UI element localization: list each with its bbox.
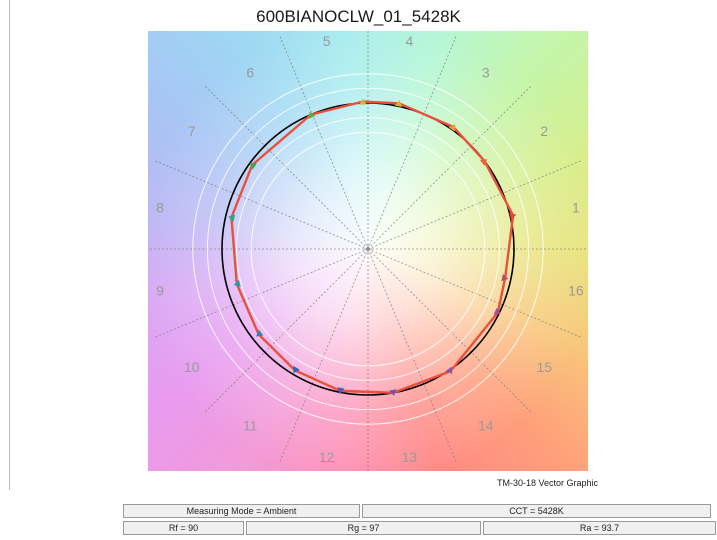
bin-arrow-1 <box>509 212 517 220</box>
bin-arrow-3 <box>448 124 456 132</box>
bin-arrow-2 <box>479 159 488 166</box>
bin-label-6: 6 <box>246 65 254 81</box>
bin-arrow-6 <box>308 111 316 119</box>
bin-label-8: 8 <box>156 200 164 216</box>
bin-divider-10 <box>155 248 369 338</box>
bin-arrow-13 <box>389 389 397 397</box>
bin-label-16: 16 <box>568 282 584 298</box>
bin-divider-6 <box>279 36 369 250</box>
bin-label-5: 5 <box>323 33 331 49</box>
grid-ring-4 <box>192 73 544 425</box>
bin-label-11: 11 <box>243 417 258 433</box>
bin-arrow-16 <box>501 273 509 282</box>
bin-divider-14 <box>367 248 457 462</box>
vector-graphic-plot: 1 2 3 4 5 6 7 8 9 10 11 12 13 14 15 16 <box>148 31 588 471</box>
bin-label-14: 14 <box>478 417 494 433</box>
grid-ring-1 <box>250 131 486 367</box>
bin-arrow-7 <box>249 162 257 170</box>
bin-label-3: 3 <box>482 65 490 81</box>
rg-status: Rg = 97 <box>246 521 481 535</box>
bin-label-15: 15 <box>536 359 552 375</box>
bin-arrow-5 <box>359 98 367 105</box>
vector-graphic-label: TM-30-18 Vector Graphic <box>496 478 598 488</box>
cct-status: CCT = 5428K <box>362 504 711 518</box>
left-border-line <box>9 0 10 490</box>
bin-divider-8 <box>155 160 369 250</box>
bin-label-7: 7 <box>188 123 196 139</box>
status-row-1: Measuring Mode = Ambient CCT = 5428K <box>123 504 711 518</box>
bin-label-12: 12 <box>319 449 335 465</box>
bin-arrow-12 <box>337 387 345 395</box>
bin-arrow-4 <box>394 100 402 108</box>
bin-arrow-10 <box>256 329 264 337</box>
bin-divider-2 <box>367 160 581 250</box>
grid-ring-2 <box>236 117 500 381</box>
bin-divider-12 <box>279 248 369 462</box>
grid-ring-3 <box>206 87 530 411</box>
bin-arrow-9 <box>233 279 241 287</box>
bin-arrow-11 <box>293 365 300 374</box>
ra-status: Ra = 93.7 <box>483 521 716 535</box>
measuring-mode-status: Measuring Mode = Ambient <box>123 504 360 518</box>
bin-arrow-15 <box>493 307 501 315</box>
bin-arrow-8 <box>228 214 236 222</box>
chart-title: 600BIANOCLW_01_5428K <box>256 7 461 26</box>
bin-label-13: 13 <box>402 449 418 465</box>
bin-divider-16 <box>367 248 581 338</box>
bin-label-1: 1 <box>572 200 580 216</box>
bin-arrow-14 <box>445 366 453 374</box>
bin-label-2: 2 <box>540 123 548 139</box>
bin-label-9: 9 <box>156 282 164 298</box>
status-row-2: Rf = 90 Rg = 97 Ra = 93.7 <box>123 521 716 535</box>
bin-divider-4 <box>367 36 457 250</box>
bin-label-10: 10 <box>184 359 200 375</box>
rf-status: Rf = 90 <box>123 521 244 535</box>
bin-label-4: 4 <box>405 33 413 49</box>
